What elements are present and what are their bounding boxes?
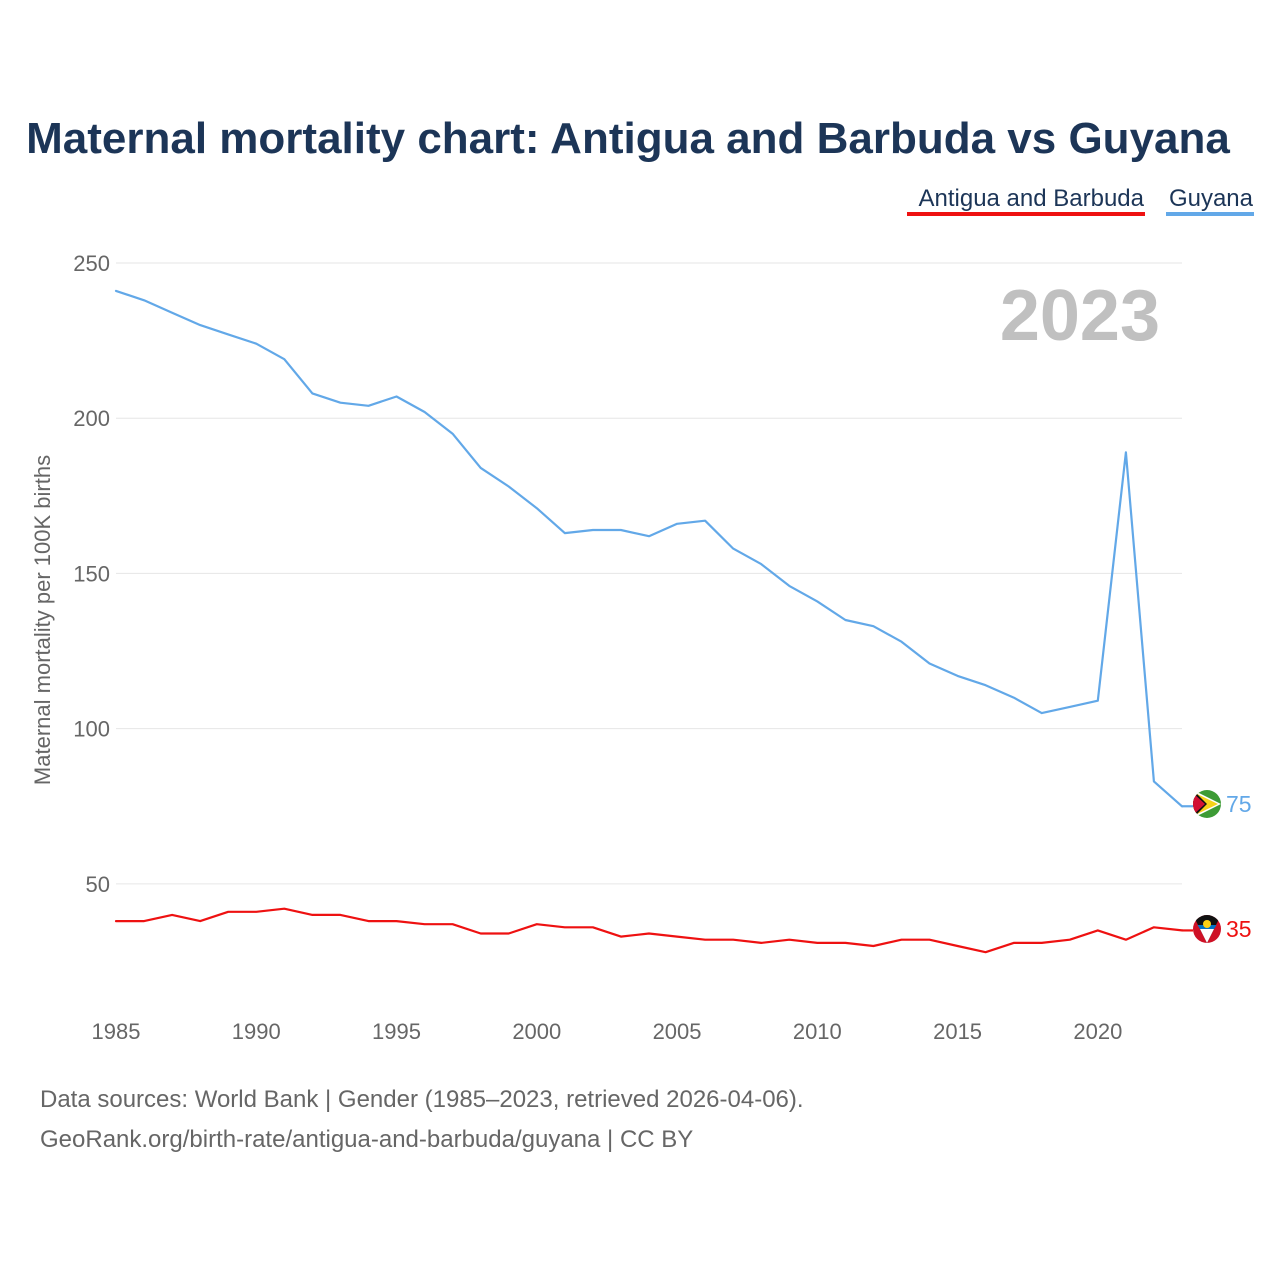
flag-guyana-icon	[1193, 790, 1221, 818]
end-value-label-antigua-and-barbuda: 35	[1226, 916, 1252, 942]
x-tick-label-1995: 1995	[372, 1019, 421, 1044]
y-axis-ticks: 50 100 150 200 250	[73, 251, 110, 897]
x-tick-label-2000: 2000	[512, 1019, 561, 1044]
chart-title: Maternal mortality chart: Antigua and Ba…	[26, 114, 1230, 163]
y-tick-label-150: 150	[73, 561, 110, 586]
legend-item-guyana[interactable]: Guyana	[1166, 185, 1254, 216]
y-axis-title: Maternal mortality per 100K births	[30, 455, 55, 785]
x-tick-label-1985: 1985	[92, 1019, 141, 1044]
footer-url-line[interactable]: GeoRank.org/birth-rate/antigua-and-barbu…	[40, 1126, 694, 1153]
legend-label-antigua-and-barbuda: Antigua and Barbuda	[918, 185, 1144, 212]
y-tick-label-200: 200	[73, 406, 110, 431]
flag-antigua-and-barbuda-icon	[1193, 915, 1221, 943]
x-tick-label-2020: 2020	[1073, 1019, 1122, 1044]
footer-source-line: Data sources: World Bank | Gender (1985–…	[40, 1086, 804, 1113]
y-tick-label-250: 250	[73, 251, 110, 276]
legend-label-guyana: Guyana	[1169, 185, 1254, 212]
legend-swatch-antigua-and-barbuda	[907, 212, 1145, 216]
legend-item-antigua-and-barbuda[interactable]: Antigua and Barbuda	[907, 185, 1145, 216]
series-layer	[114, 289, 1193, 954]
x-tick-label-2005: 2005	[653, 1019, 702, 1044]
x-tick-label-2010: 2010	[793, 1019, 842, 1044]
x-tick-label-1990: 1990	[232, 1019, 281, 1044]
y-tick-label-100: 100	[73, 717, 110, 742]
x-axis-ticks: 1985 1990 1995 2000 2005 2010 2015 2020	[92, 1019, 1123, 1044]
end-value-label-guyana: 75	[1226, 791, 1252, 817]
legend: Antigua and Barbuda Guyana	[907, 185, 1254, 216]
year-overlay: 2023	[1000, 276, 1160, 356]
series-line-guyana	[114, 289, 1184, 808]
gridlines	[116, 262, 1182, 885]
y-tick-label-50: 50	[86, 872, 110, 897]
legend-swatch-guyana	[1166, 212, 1254, 216]
x-tick-label-2015: 2015	[933, 1019, 982, 1044]
series-line-antigua-and-barbuda	[114, 907, 1184, 954]
